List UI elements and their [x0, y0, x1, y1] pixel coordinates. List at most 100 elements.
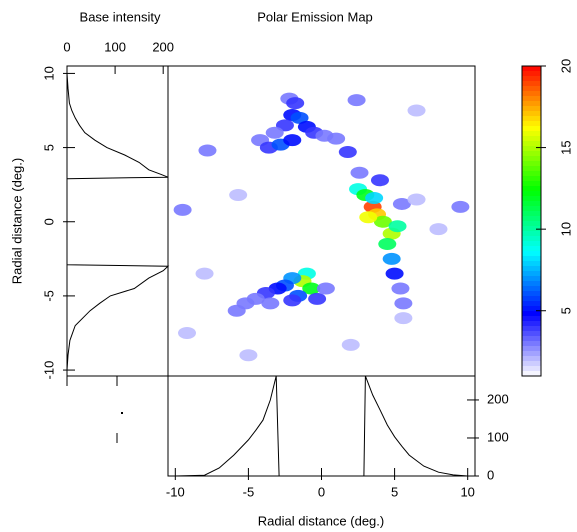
- profile-line: [66, 66, 170, 376]
- colorbar-cell: [522, 106, 541, 112]
- colorbar-cell: [522, 101, 541, 107]
- emission-blob: [338, 146, 357, 159]
- colorbar-cell: [522, 136, 541, 142]
- colorbar-cell: [522, 206, 541, 212]
- colorbar-cell: [522, 276, 541, 282]
- colorbar-cell: [522, 121, 541, 127]
- colorbar-cell: [522, 256, 541, 262]
- colorbar-cell: [522, 191, 541, 197]
- x-tick-label: 5: [391, 484, 398, 499]
- colorbar-cell: [522, 246, 541, 252]
- colorbar-cell: [522, 326, 541, 332]
- emission-blob: [370, 174, 389, 187]
- emission-blob: [385, 267, 404, 280]
- emission-blob: [382, 252, 401, 265]
- colorbar-cell: [522, 186, 541, 192]
- colorbar-cell: [522, 171, 541, 177]
- colorbar-cell: [522, 196, 541, 202]
- profile-frame: [66, 65, 169, 377]
- emission-blob: [316, 282, 335, 295]
- y-tick-label: 0: [41, 218, 56, 225]
- emission-blob: [359, 211, 378, 224]
- colorbar-cell: [522, 346, 541, 352]
- colorbar-cell: [522, 341, 541, 347]
- artifact: [121, 412, 123, 414]
- x-tick-label: 0: [63, 39, 70, 54]
- emission-blob: [261, 297, 280, 310]
- colorbar-cell: [522, 366, 541, 372]
- y-tick-label: 100: [487, 429, 509, 444]
- colorbar-cell: [522, 226, 541, 232]
- x-tick-label: 200: [152, 39, 174, 54]
- colorbar-cell: [522, 281, 541, 287]
- emission-blob: [392, 197, 411, 210]
- emission-blob: [327, 132, 346, 145]
- colorbar-tick-label: 20: [558, 59, 573, 73]
- colorbar-cell: [522, 301, 541, 307]
- colorbar-cell: [522, 241, 541, 247]
- emission-blob: [407, 193, 426, 206]
- emission-blob: [286, 97, 305, 110]
- colorbar-cell: [522, 216, 541, 222]
- y-tick-label: 10: [41, 66, 56, 80]
- emission-blob: [394, 312, 413, 325]
- emission-blob: [373, 215, 392, 228]
- chart-title: Polar Emission Map: [257, 9, 373, 24]
- colorbar-cell: [522, 91, 541, 97]
- y-tick-label: 200: [487, 391, 509, 406]
- x-tick-label: -10: [166, 484, 185, 499]
- colorbar-cell: [522, 336, 541, 342]
- x-tick-label: 100: [104, 39, 126, 54]
- colorbar-cell: [522, 236, 541, 242]
- colorbar-cell: [522, 266, 541, 272]
- colorbar-cell: [522, 116, 541, 122]
- colorbar-tick-label: 5: [558, 307, 573, 314]
- emission-blob: [394, 297, 413, 310]
- colorbar-cell: [522, 201, 541, 207]
- emission-blob: [178, 326, 197, 339]
- emission-blob: [378, 237, 397, 250]
- emission-blob: [265, 126, 284, 139]
- colorbar: 5 10 15 20: [521, 59, 573, 377]
- colorbar-cell: [522, 371, 541, 377]
- colorbar-cell: [522, 176, 541, 182]
- colorbar-cell: [522, 251, 541, 257]
- emission-blob: [239, 349, 258, 362]
- x-axis-label: Radial distance (deg.): [258, 513, 384, 528]
- colorbar-tick-label: 10: [558, 222, 573, 236]
- emission-blob: [173, 203, 192, 216]
- colorbar-frame: [521, 65, 542, 377]
- emission-blob: [302, 282, 321, 295]
- colorbar-cell: [522, 71, 541, 77]
- colorbar-cell: [522, 126, 541, 132]
- colorbar-cell: [522, 221, 541, 227]
- colorbar-cell: [522, 146, 541, 152]
- colorbar-cell: [522, 311, 541, 317]
- emission-blob: [290, 111, 309, 124]
- emission-blob: [365, 192, 384, 205]
- colorbar-cell: [522, 291, 541, 297]
- map-frame: [167, 65, 476, 377]
- emission-blob: [350, 166, 369, 179]
- colorbar-cell: [522, 361, 541, 367]
- colorbar-cell: [522, 66, 541, 72]
- y-tick-label: 5: [41, 144, 56, 151]
- colorbar-cell: [522, 321, 541, 327]
- colorbar-cell: [522, 356, 541, 362]
- colorbar-cell: [522, 161, 541, 167]
- emission-blob: [341, 338, 360, 351]
- profile-title: Base intensity: [80, 9, 161, 24]
- colorbar-cell: [522, 271, 541, 277]
- emission-blob: [198, 144, 217, 157]
- x-tick-label: -5: [243, 484, 255, 499]
- y-tick-label: 0: [487, 467, 494, 482]
- emission-blob: [347, 94, 366, 107]
- colorbar-cell: [522, 166, 541, 172]
- colorbar-cell: [522, 331, 541, 337]
- colorbar-cell: [522, 211, 541, 217]
- profile-line: [168, 375, 475, 477]
- emission-blob: [308, 292, 327, 305]
- colorbar-tick-label: 15: [558, 140, 573, 154]
- x-tick-label: 0: [318, 484, 325, 499]
